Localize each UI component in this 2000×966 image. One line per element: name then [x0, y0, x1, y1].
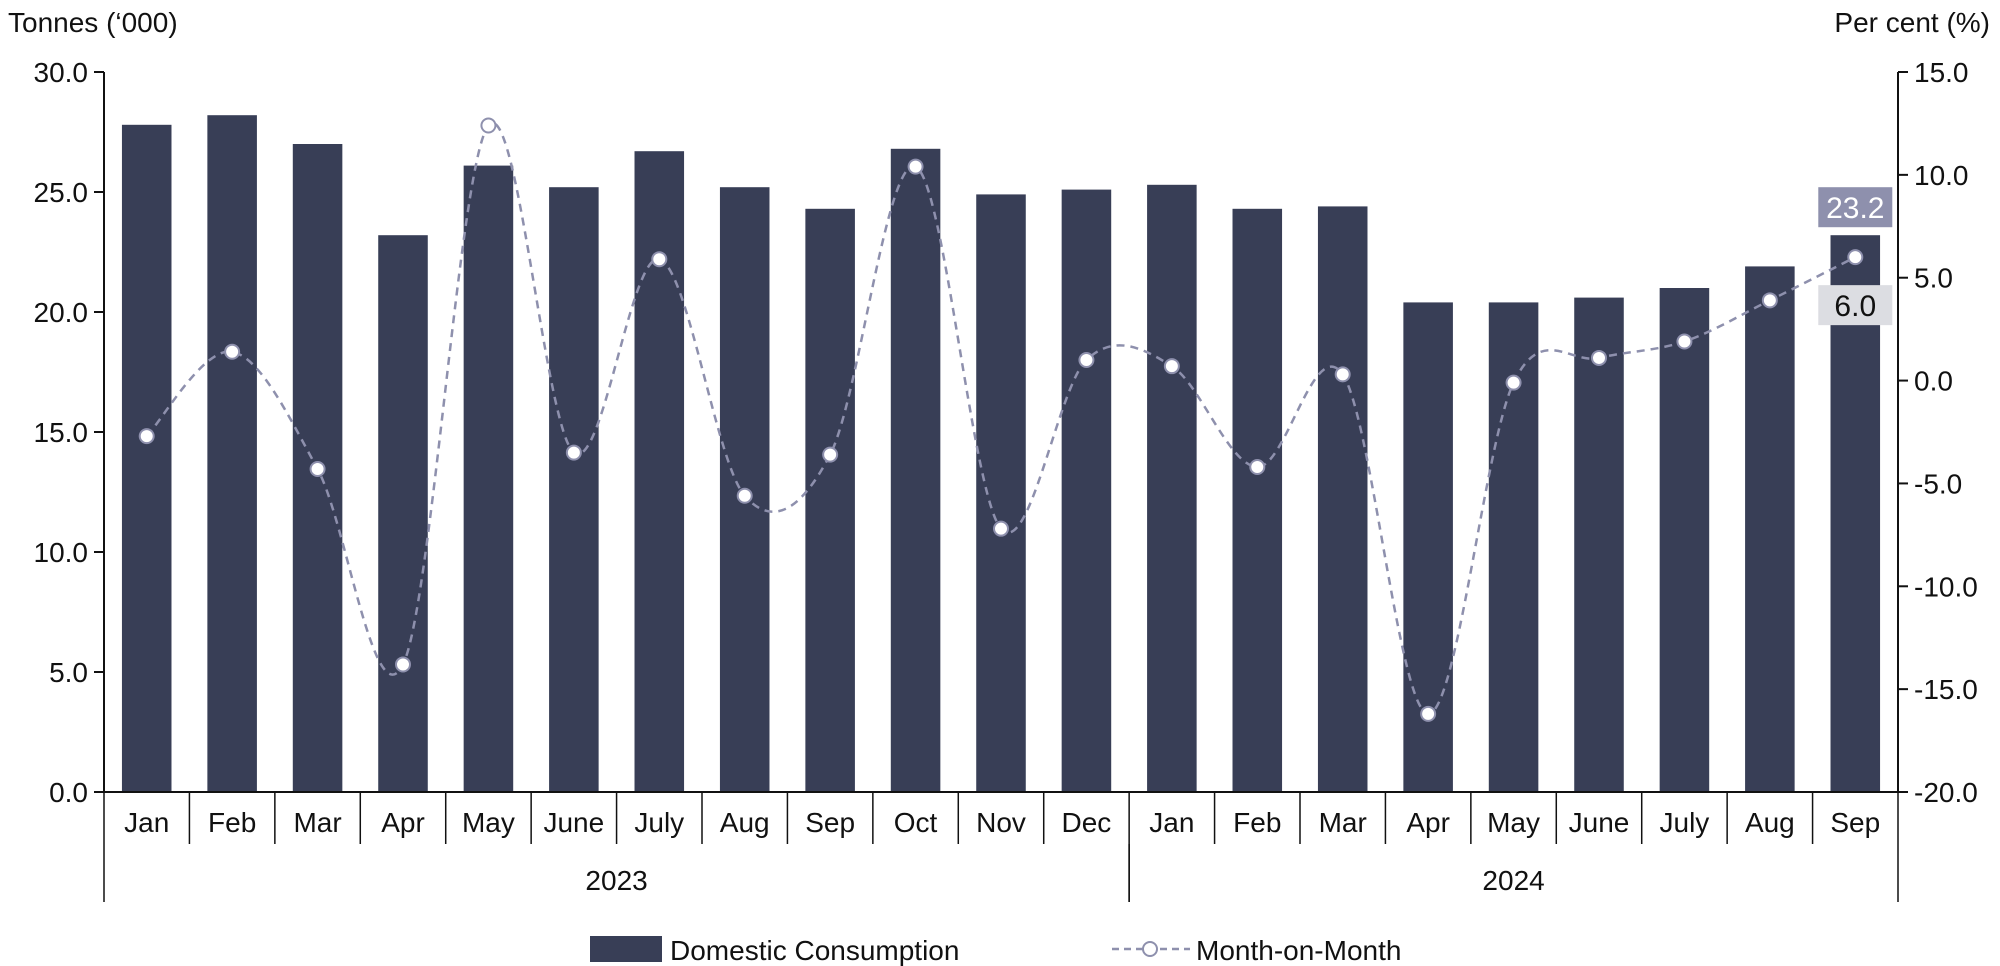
- bar-19: [1745, 266, 1795, 792]
- group-label-0: 2023: [585, 865, 647, 896]
- right-tick-label-2: -10.0: [1914, 571, 1978, 602]
- month-on-month-point-18: [1676, 333, 1693, 350]
- data-label-box-0: [1818, 187, 1893, 228]
- category-label-20: Sep: [1830, 807, 1880, 838]
- month-on-month-point-14: [1334, 366, 1351, 383]
- right-axis-title: Per cent (%): [1834, 7, 1990, 38]
- bar-13: [1232, 208, 1283, 793]
- legend: Domestic Consumption Month-on-Month: [590, 935, 1401, 966]
- category-label-4: May: [462, 807, 515, 838]
- bar-10: [976, 194, 1026, 792]
- right-tick-label-1: -15.0: [1914, 674, 1978, 705]
- month-on-month-point-15: [1420, 705, 1437, 722]
- left-tick-label-2: 10.0: [34, 537, 89, 568]
- legend-label-domestic-consumption: Domestic Consumption: [670, 935, 959, 966]
- month-on-month-point-11: [1078, 352, 1095, 368]
- category-label-11: Dec: [1062, 807, 1112, 838]
- bar-1: [207, 115, 257, 792]
- month-on-month-point-4: [480, 117, 497, 134]
- category-label-17: June: [1569, 807, 1630, 838]
- month-on-month-point-8: [822, 446, 839, 463]
- category-label-9: Oct: [894, 807, 938, 838]
- month-on-month-point-13: [1249, 458, 1266, 475]
- category-label-14: Mar: [1319, 807, 1367, 838]
- right-tick-label-0: -20.0: [1914, 777, 1978, 808]
- category-label-18: July: [1660, 807, 1710, 838]
- month-on-month-point-3: [395, 656, 411, 673]
- line-layer: [138, 117, 1864, 722]
- right-tick-label-7: 15.0: [1914, 57, 1969, 88]
- month-on-month-line: [145, 121, 1856, 716]
- month-on-month-point-10: [993, 520, 1009, 537]
- category-label-1: Feb: [208, 807, 256, 838]
- right-tick-label-5: 5.0: [1914, 263, 1953, 294]
- category-label-13: Feb: [1233, 807, 1281, 838]
- bar-12: [1147, 184, 1197, 793]
- annotations-layer: 23.2 6.0: [1818, 187, 1893, 326]
- data-label-1: 6.0: [1834, 290, 1876, 323]
- bar-9: [890, 148, 941, 793]
- bar-8: [805, 208, 855, 793]
- category-label-5: June: [543, 807, 604, 838]
- right-tick-label-6: 10.0: [1914, 160, 1969, 191]
- left-tick-label-6: 30.0: [34, 57, 89, 88]
- right-tick-label-4: 0.0: [1914, 366, 1953, 397]
- left-tick-label-1: 5.0: [49, 657, 88, 688]
- category-label-3: Apr: [381, 807, 425, 838]
- bar-11: [1061, 189, 1112, 793]
- category-label-6: July: [634, 807, 684, 838]
- month-on-month-point-9: [907, 158, 924, 175]
- bars-layer: [121, 115, 1881, 793]
- legend-marker-month-on-month: [1142, 941, 1158, 957]
- month-on-month-point-19: [1761, 292, 1778, 309]
- month-on-month-point-0: [138, 428, 155, 445]
- left-tick-label-3: 15.0: [34, 417, 89, 448]
- category-label-19: Aug: [1745, 807, 1795, 838]
- legend-label-month-on-month: Month-on-Month: [1196, 935, 1401, 966]
- category-label-0: Jan: [124, 807, 169, 838]
- left-tick-label-5: 25.0: [34, 177, 89, 208]
- bar-6: [634, 151, 685, 792]
- category-label-15: Apr: [1406, 807, 1450, 838]
- month-on-month-point-7: [736, 487, 753, 504]
- category-label-8: Sep: [805, 807, 855, 838]
- category-label-12: Jan: [1149, 807, 1194, 838]
- category-label-2: Mar: [293, 807, 341, 838]
- bar-17: [1574, 297, 1624, 792]
- bar-20: [1830, 235, 1881, 792]
- group-label-1: 2024: [1482, 865, 1544, 896]
- category-label-7: Aug: [720, 807, 770, 838]
- bar-0: [121, 124, 172, 793]
- right-tick-label-3: -5.0: [1914, 468, 1962, 499]
- legend-swatch-domestic-consumption: [590, 936, 662, 962]
- data-label-0: 23.2: [1826, 192, 1884, 225]
- bar-18: [1659, 288, 1710, 792]
- month-on-month-point-16: [1505, 374, 1522, 391]
- month-on-month-point-20: [1847, 249, 1864, 266]
- bar-3: [378, 235, 428, 792]
- month-on-month-point-17: [1591, 349, 1607, 366]
- left-axis-title: Tonnes (‘000): [8, 7, 178, 38]
- data-label-box-1: [1818, 285, 1893, 326]
- bar-5: [549, 187, 599, 792]
- left-tick-label-0: 0.0: [49, 777, 88, 808]
- bar-4: [463, 165, 514, 793]
- category-label-10: Nov: [976, 807, 1026, 838]
- month-on-month-point-1: [224, 343, 241, 360]
- month-on-month-point-12: [1163, 358, 1180, 375]
- month-on-month-point-5: [565, 444, 582, 461]
- month-on-month-point-6: [651, 251, 668, 268]
- category-label-16: May: [1487, 807, 1540, 838]
- left-tick-label-4: 20.0: [34, 297, 89, 328]
- month-on-month-point-2: [309, 461, 326, 478]
- axes-layer: 0.0 5.0 10.0 15.0 20.0 25.0 30.0 -20.0 -15.0 -10.…: [34, 57, 1978, 902]
- bar-14: [1317, 206, 1368, 792]
